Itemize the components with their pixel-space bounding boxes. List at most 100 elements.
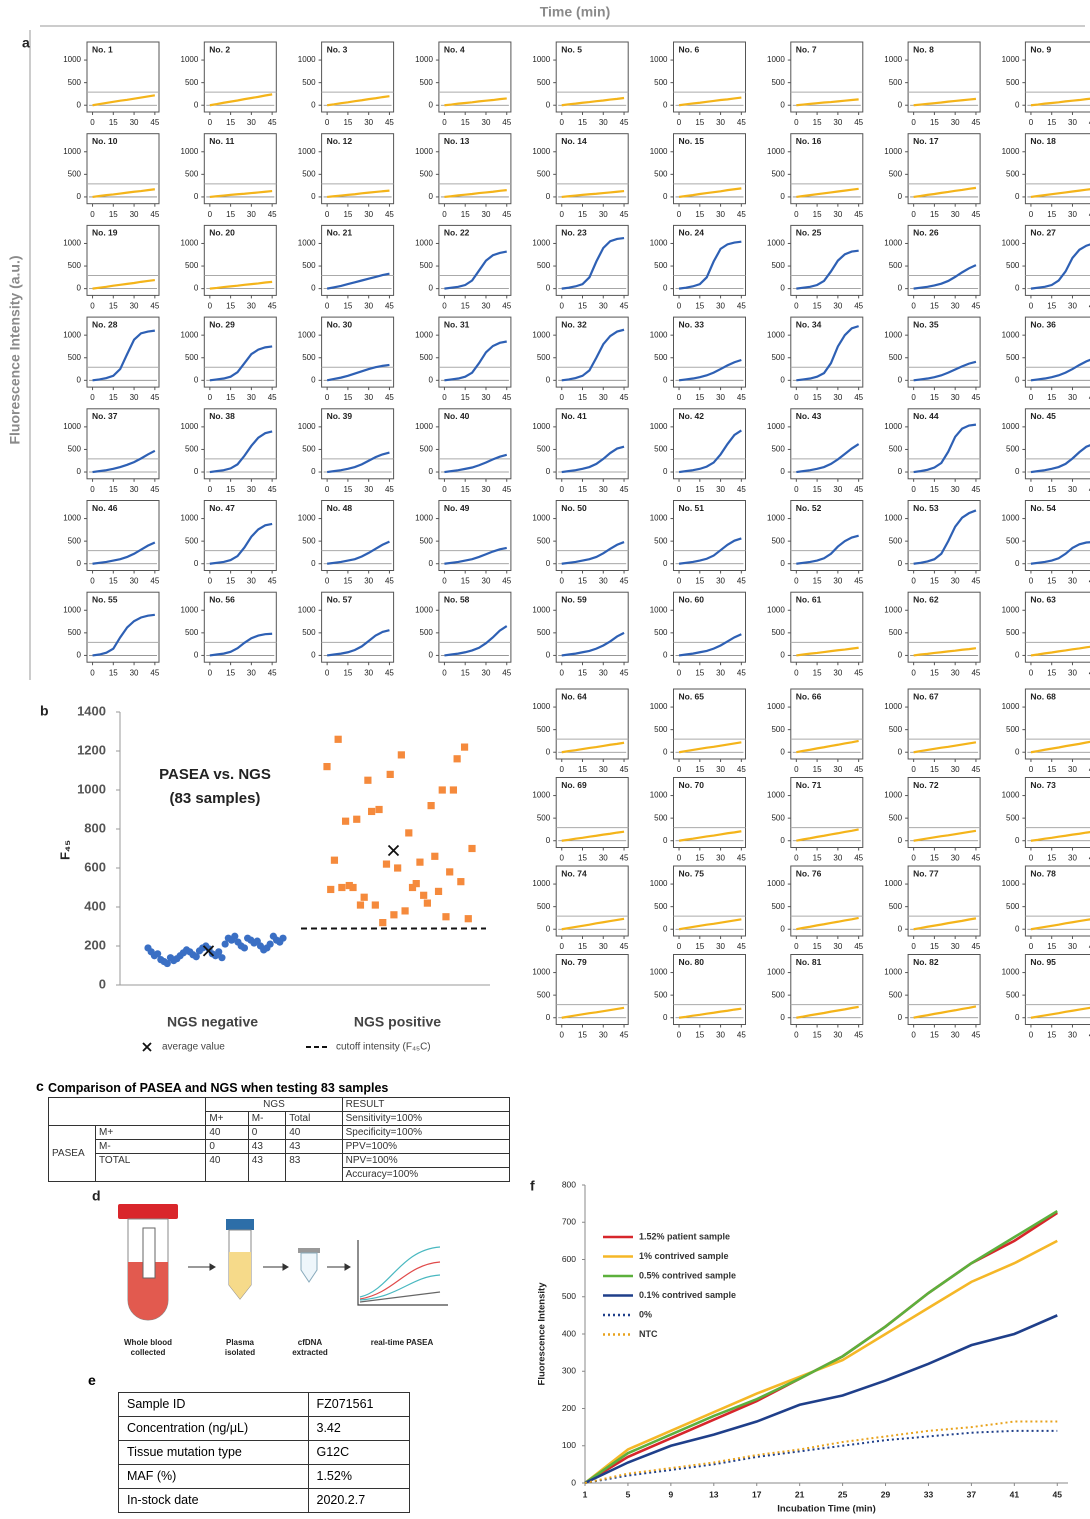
x-tick-label: 0 xyxy=(1029,942,1034,951)
x-tick-label: 30 xyxy=(716,942,725,951)
panel-title: No. 68 xyxy=(1030,691,1056,701)
panel-title: No. 58 xyxy=(444,594,470,604)
y-tick-label: 1000 xyxy=(650,239,668,248)
x-tick-label: 0 xyxy=(442,577,447,586)
y-tick-label: 500 xyxy=(654,78,668,87)
small-panel: 050010000153045No. 59 xyxy=(532,592,629,677)
y-tick-label: 500 xyxy=(1006,902,1020,911)
x-tick-label: 45 xyxy=(385,577,394,586)
panel-title: No. 25 xyxy=(796,228,822,238)
x-tick-label: 0 xyxy=(208,668,213,677)
step-label: Plasma xyxy=(226,1338,255,1347)
panel-title: No. 10 xyxy=(92,136,118,146)
x-tick-label: 15 xyxy=(930,577,939,586)
y-tick-label: 0 xyxy=(780,836,785,845)
x-tick-label: 0 xyxy=(911,577,916,586)
x-tick-label: 30 xyxy=(599,485,608,494)
panel-title: No. 64 xyxy=(561,691,587,701)
panel-title: No. 36 xyxy=(1030,319,1056,329)
small-panel: 050010000153045No. 5 xyxy=(532,42,629,127)
x-tick-label: 30 xyxy=(599,577,608,586)
plasma-tube-icon xyxy=(226,1219,254,1299)
panel-title: No. 60 xyxy=(679,594,705,604)
x-tick-label: 15 xyxy=(578,393,587,402)
table-cell: 40 xyxy=(206,1126,248,1140)
x-tick-label: 15 xyxy=(578,942,587,951)
y-tick-label: 1000 xyxy=(532,514,550,523)
x-tick-label: 45 xyxy=(620,210,629,219)
x-tick-label: 45 xyxy=(620,942,629,951)
y-tick-label: 500 xyxy=(68,536,82,545)
x-tick-label: 30 xyxy=(364,393,373,402)
panel-title: No. 61 xyxy=(796,594,822,604)
small-panel: 050010000153045No. 45 xyxy=(1002,409,1090,494)
panel-title: No. 38 xyxy=(209,411,235,421)
y-axis-title: Fluorescence Intensity (a.u.) xyxy=(7,255,23,444)
x-tick-label: 45 xyxy=(971,942,980,951)
small-panel: 050010000153045No. 50 xyxy=(532,501,629,586)
panel-title: No. 56 xyxy=(209,594,235,604)
small-panel: 050010000153045No. 21 xyxy=(298,225,395,310)
y-tick-label: 1000 xyxy=(650,147,668,156)
x-tick-label: 0 xyxy=(560,302,565,311)
y-tick-label: 1000 xyxy=(650,330,668,339)
data-point xyxy=(416,859,423,866)
x-tick-label: 30 xyxy=(716,577,725,586)
x-tick-label: 30 xyxy=(1068,577,1077,586)
x-tick-label: 0 xyxy=(325,668,330,677)
small-panel: 050010000153045No. 7 xyxy=(767,42,864,127)
x-tick-label: 15 xyxy=(343,210,352,219)
y-tick-label: 500 xyxy=(1006,169,1020,178)
small-panel: 050010000153045No. 44 xyxy=(884,409,981,494)
y-tick-label: 1000 xyxy=(884,422,902,431)
x-tick-label: 0 xyxy=(677,302,682,311)
small-panel: 050010000153045No. 17 xyxy=(884,134,981,219)
table-title: cComparison of PASEA and NGS when testin… xyxy=(48,1081,388,1095)
y-tick-label: 500 xyxy=(302,536,316,545)
x-tick-label: 15 xyxy=(930,302,939,311)
x-tick-label: 15 xyxy=(695,393,704,402)
y-tick-label: 1000 xyxy=(767,702,785,711)
y-tick-label: 1000 xyxy=(415,514,433,523)
x-tick-label: 0 xyxy=(325,485,330,494)
small-panel: 050010000153045No. 55 xyxy=(63,592,160,677)
panel-title: No. 52 xyxy=(796,503,822,513)
y-tick-label: 0 xyxy=(311,100,316,109)
panel-title: No. 41 xyxy=(561,411,587,421)
y-tick-label: 500 xyxy=(537,990,551,999)
x-tick-label: 15 xyxy=(226,393,235,402)
y-tick-label: 500 xyxy=(771,990,785,999)
panel-title: No. 19 xyxy=(92,228,118,238)
x-tick-label: 45 xyxy=(737,302,746,311)
panel-title: No. 55 xyxy=(92,594,118,604)
y-tick-label: 1000 xyxy=(181,147,199,156)
y-tick-label: 500 xyxy=(889,902,903,911)
panel-label: d xyxy=(92,1188,101,1204)
y-tick-label: 0 xyxy=(428,100,433,109)
x-tick-label: 30 xyxy=(951,302,960,311)
y-tick-label: 500 xyxy=(1006,725,1020,734)
table-cell: Sensitivity=100% xyxy=(342,1112,509,1126)
panel-title: No. 81 xyxy=(796,957,822,967)
small-panel: 050010000153045No. 77 xyxy=(884,866,981,951)
y-tick-label: 500 xyxy=(302,628,316,637)
y-tick-label: 1000 xyxy=(298,239,316,248)
panel-title: No. 11 xyxy=(209,136,234,146)
average-marker xyxy=(389,845,399,855)
x-tick-label: 30 xyxy=(833,668,842,677)
panel-title: No. 30 xyxy=(327,319,353,329)
small-panel: 050010000153045No. 70 xyxy=(650,778,747,863)
y-tick-label: 1000 xyxy=(767,968,785,977)
y-tick-label: 600 xyxy=(562,1254,576,1264)
x-tick-label: 30 xyxy=(130,210,139,219)
small-panel: 050010000153045No. 38 xyxy=(181,409,278,494)
x-tick-label: 0 xyxy=(208,485,213,494)
x-tick-label: 0 xyxy=(442,302,447,311)
y-tick-label: 1000 xyxy=(181,330,199,339)
y-tick-label: 500 xyxy=(1006,78,1020,87)
y-tick-label: 500 xyxy=(185,78,199,87)
table-row: Concentration (ng/μL)3.42 xyxy=(119,1417,410,1441)
table-cell: Accuracy=100% xyxy=(342,1168,509,1182)
x-tick-label: 15 xyxy=(813,302,822,311)
